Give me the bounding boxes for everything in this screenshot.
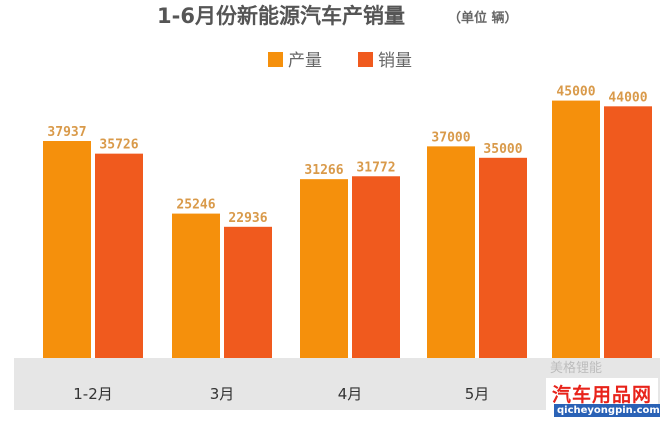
data-label: 35726 — [99, 138, 138, 153]
bar-sales-5 — [604, 106, 652, 358]
data-label: 35000 — [483, 142, 522, 157]
data-label: 31266 — [304, 163, 343, 178]
bar-sales-3 — [352, 176, 400, 358]
x-tick-label: 4月 — [338, 385, 363, 403]
x-tick-label: 5月 — [465, 385, 490, 403]
data-label: 45000 — [556, 85, 595, 100]
legend-swatch-2 — [358, 52, 373, 67]
bar-production-2 — [172, 213, 220, 358]
x-tick-label: 1-2月 — [73, 385, 113, 403]
data-label: 22936 — [228, 211, 267, 226]
data-label: 44000 — [608, 90, 647, 105]
bar-production-4 — [427, 146, 475, 358]
legend-swatch-1 — [268, 52, 283, 67]
bar-production-1 — [43, 141, 91, 358]
watermark-url: qicheyongpin.com — [554, 404, 660, 417]
data-label: 31772 — [356, 160, 395, 175]
data-label: 25246 — [176, 198, 215, 213]
bar-production-5 — [552, 100, 600, 358]
bar-sales-2 — [224, 226, 272, 358]
data-label: 37937 — [47, 125, 86, 140]
watermark-logo-text: 汽车用品网 — [552, 384, 653, 406]
bar-sales-1 — [95, 153, 143, 358]
data-label: 37000 — [431, 130, 470, 145]
bar-sales-4 — [479, 157, 527, 358]
chart-title: 1-6月份新能源汽车产销量 — [157, 4, 405, 28]
bar-production-3 — [300, 179, 348, 358]
chart-unit-note: （单位 辆） — [448, 10, 518, 26]
x-tick-label: 3月 — [210, 385, 235, 403]
legend-label-2: 销量 — [378, 51, 412, 71]
legend-label-1: 产量 — [288, 51, 322, 71]
faint-watermark-text: 美格锂能 — [550, 361, 603, 376]
